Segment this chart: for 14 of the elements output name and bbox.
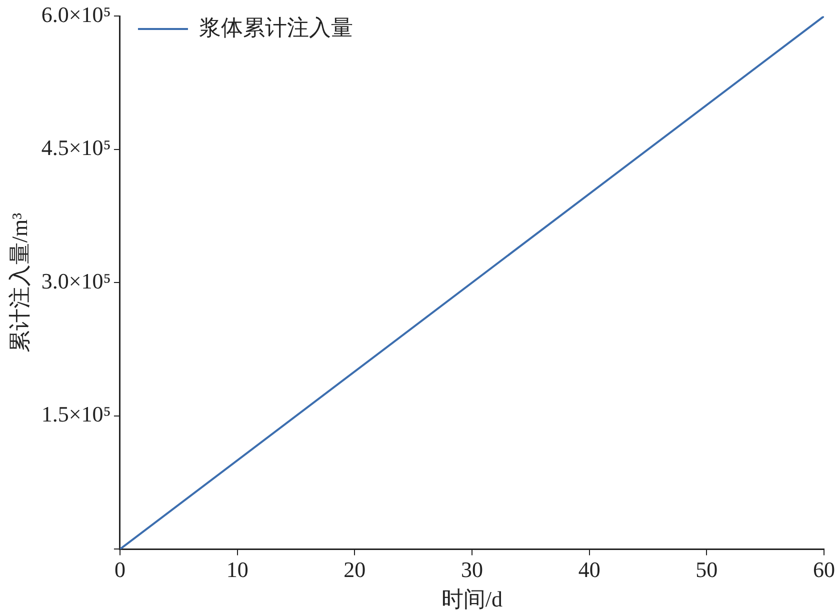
- y-axis-title: 累计注入量/m³: [6, 212, 32, 353]
- x-tick-label: 50: [696, 557, 718, 582]
- legend-label: 浆体累计注入量: [198, 14, 353, 40]
- x-tick-label: 20: [344, 557, 366, 582]
- y-tick-label: 6.0×10⁵: [41, 2, 111, 27]
- x-tick-label: 60: [813, 557, 835, 582]
- x-tick-label: 40: [578, 557, 600, 582]
- y-tick-label: 3.0×10⁵: [41, 268, 111, 294]
- x-tick-label: 0: [114, 557, 126, 582]
- y-tick-label: 1.5×10⁵: [41, 402, 111, 427]
- x-tick-label: 30: [460, 557, 483, 582]
- y-tick-label: 4.5×10⁵: [41, 135, 111, 160]
- x-tick-label: 10: [226, 557, 248, 582]
- x-axis-title: 时间/d: [441, 586, 503, 612]
